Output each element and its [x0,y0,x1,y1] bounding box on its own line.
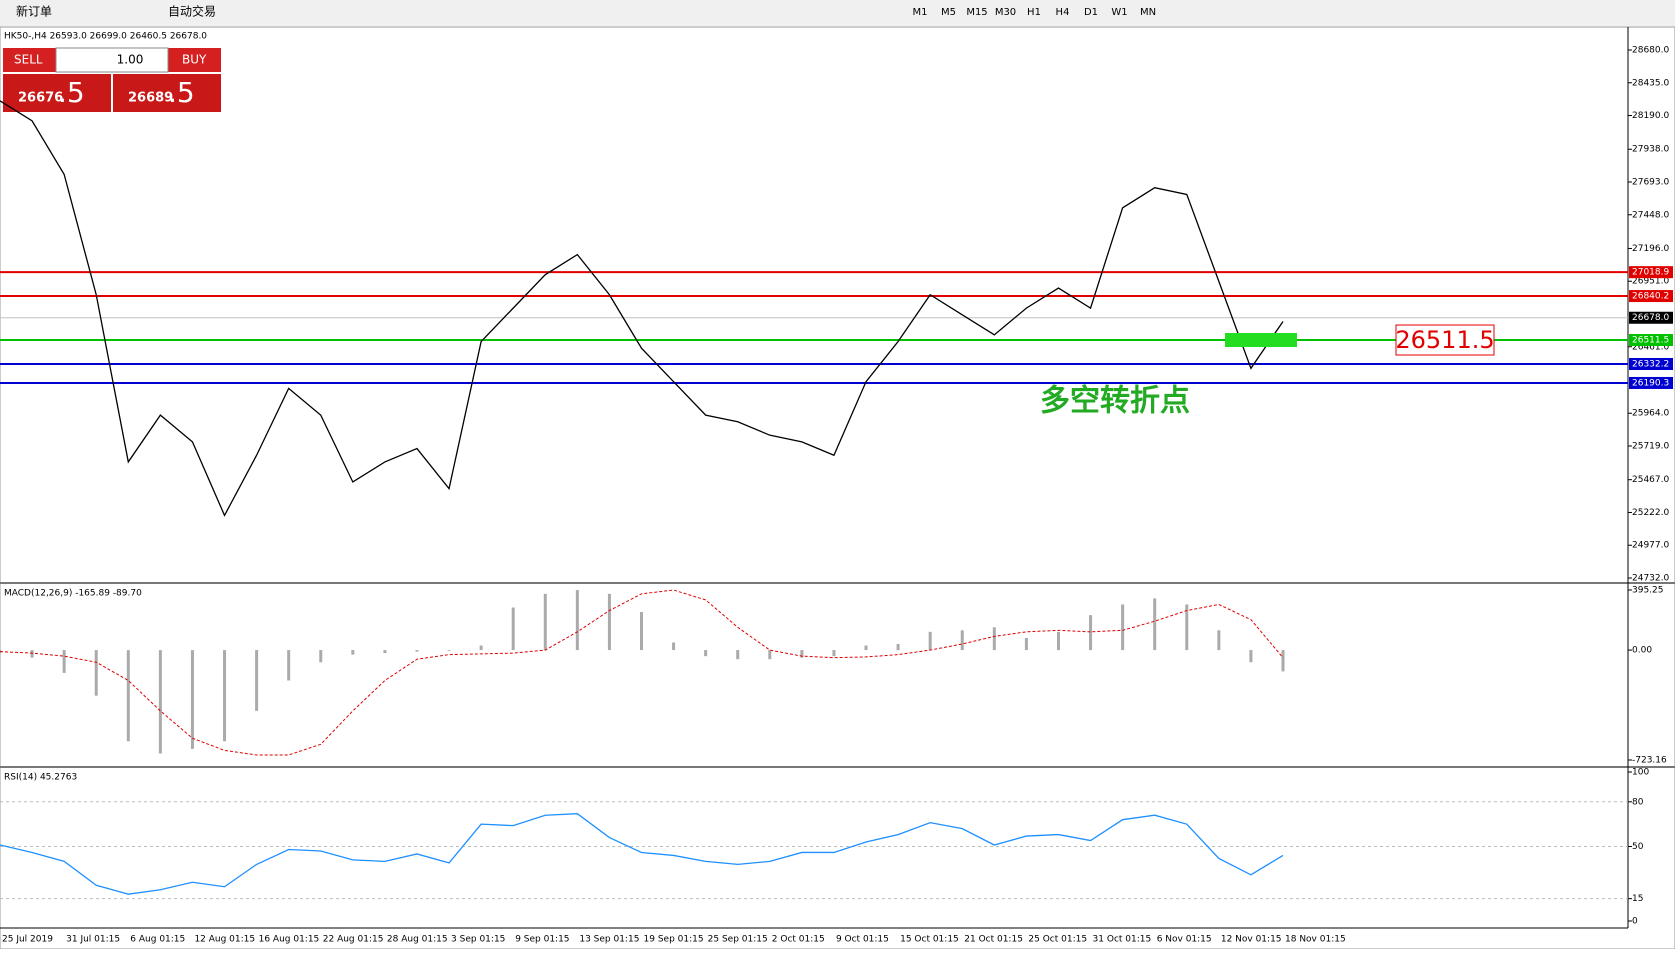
level-tag: 27018.9 [1632,268,1669,278]
timeframe-button[interactable]: W1 [1111,7,1127,18]
x-tick-label: 25 Oct 01:15 [1028,935,1087,945]
chart-header: HK50-,H4 26593.0 26699.0 26460.5 26678.0 [4,32,207,42]
macd-title: MACD(12,26,9) -165.89 -89.70 [4,589,142,599]
y-tick-label: 27938.0 [1632,145,1669,155]
x-tick-label: 12 Aug 01:15 [194,935,255,945]
x-tick-label: 19 Sep 01:15 [644,935,704,945]
x-tick-label: 28 Aug 01:15 [387,935,448,945]
y-tick-label: -723.16 [1632,756,1667,766]
timeframe-button[interactable]: M5 [941,7,956,18]
y-tick-label: 27448.0 [1632,210,1669,220]
timeframe-button[interactable]: D1 [1084,7,1098,18]
y-tick-label: 0.00 [1632,646,1652,656]
y-tick-label: 26461.0 [1632,342,1669,352]
ask-box[interactable] [113,74,221,112]
macd-signal [0,589,1284,756]
buy-label: BUY [182,53,207,67]
timeframe-button[interactable]: H4 [1056,7,1070,18]
current-tag-bg [1629,311,1673,324]
level-tag: 26190.3 [1632,378,1669,388]
new-order[interactable]: 新订单 [16,4,52,19]
y-tick-label: 26951.0 [1632,277,1669,287]
x-tick-label: 31 Oct 01:15 [1093,935,1152,945]
y-tick-label: 24732.0 [1632,574,1669,584]
y-tick-label: 28680.0 [1632,46,1669,56]
x-tick-label: 9 Oct 01:15 [836,935,889,945]
y-tick-label: 25719.0 [1632,442,1669,452]
level-tag-bg [1629,376,1673,389]
x-tick-label: 6 Aug 01:15 [130,935,185,945]
bid-box[interactable] [3,74,111,112]
lot-input[interactable] [55,47,169,73]
x-tick-label: 15 Oct 01:15 [900,935,959,945]
x-tick-label: 22 Aug 01:15 [323,935,384,945]
level-tag: 26511.5 [1632,336,1669,346]
y-tick-label: 27196.0 [1632,244,1669,254]
y-tick-label: 27693.0 [1632,178,1669,188]
x-tick-label: 18 Nov 01:15 [1285,935,1346,945]
level-tag-bg [1629,266,1673,279]
highlight-zone [1225,333,1297,348]
y-tick-label: 25467.0 [1632,475,1669,485]
chart-frame [0,26,1675,950]
x-tick-label: 9 Sep 01:15 [515,935,569,945]
annotation: 多空转折点 [1040,384,1190,419]
x-tick-label: 21 Oct 01:15 [964,935,1023,945]
y-tick-label: 395.25 [1632,586,1664,596]
y-tick-label: 50 [1632,842,1644,852]
ask-pips: .5 [168,76,195,109]
price-line [0,100,1284,517]
level-tag-bg [1629,290,1673,303]
level-tag: 26332.2 [1632,359,1669,369]
timeframe-button[interactable]: M15 [966,7,987,18]
timeframe-button[interactable]: H1 [1027,7,1041,18]
toolbar [0,0,1675,26]
x-tick-label: 12 Nov 01:15 [1221,935,1282,945]
x-tick-label: 16 Aug 01:15 [259,935,320,945]
y-tick-label: 100 [1632,768,1649,778]
level-tag: 26840.2 [1632,292,1669,302]
price-line [0,813,1284,895]
trade-panel: SELL 1.00 BUY 26676 .5 26689 .5 [3,47,221,112]
y-tick-label: 25222.0 [1632,508,1669,518]
y-tick-label: 0 [1632,917,1638,927]
sell-label: SELL [14,53,43,67]
y-tick-label: 80 [1632,797,1644,807]
y-tick-label: 28435.0 [1632,78,1669,88]
x-tick-label: 2 Oct 01:15 [772,935,825,945]
x-tick-label: 6 Nov 01:15 [1157,935,1212,945]
x-tick-label: 31 Jul 01:15 [66,935,120,945]
x-tick-label: 25 Jul 2019 [2,935,53,945]
bid-main: 26676 [18,91,63,106]
timeframe-button[interactable]: M1 [913,7,928,18]
level-tag-bg [1629,334,1673,347]
level-tag-bg [1629,357,1673,370]
auto-trading[interactable]: 自动交易 [168,4,216,19]
highlight-box [1395,324,1495,356]
y-tick-label: 28190.0 [1632,111,1669,121]
ask-main: 26689 [128,91,173,106]
highlight-label: 26511.5 [1395,326,1494,354]
current-tag: 26678.0 [1632,313,1669,323]
x-tick-label: 13 Sep 01:15 [579,935,639,945]
x-tick-label: 3 Sep 01:15 [451,935,505,945]
timeframe-button[interactable]: M30 [995,7,1016,18]
y-tick-label: 24977.0 [1632,541,1669,551]
timeframe-button[interactable]: MN [1140,7,1156,18]
lot-value: 1.00 [117,53,144,67]
bid-pips: .5 [58,76,85,109]
y-tick-label: 15 [1632,894,1643,904]
x-tick-label: 25 Sep 01:15 [708,935,768,945]
rsi-title: RSI(14) 45.2763 [4,773,77,783]
y-tick-label: 25964.0 [1632,409,1669,419]
